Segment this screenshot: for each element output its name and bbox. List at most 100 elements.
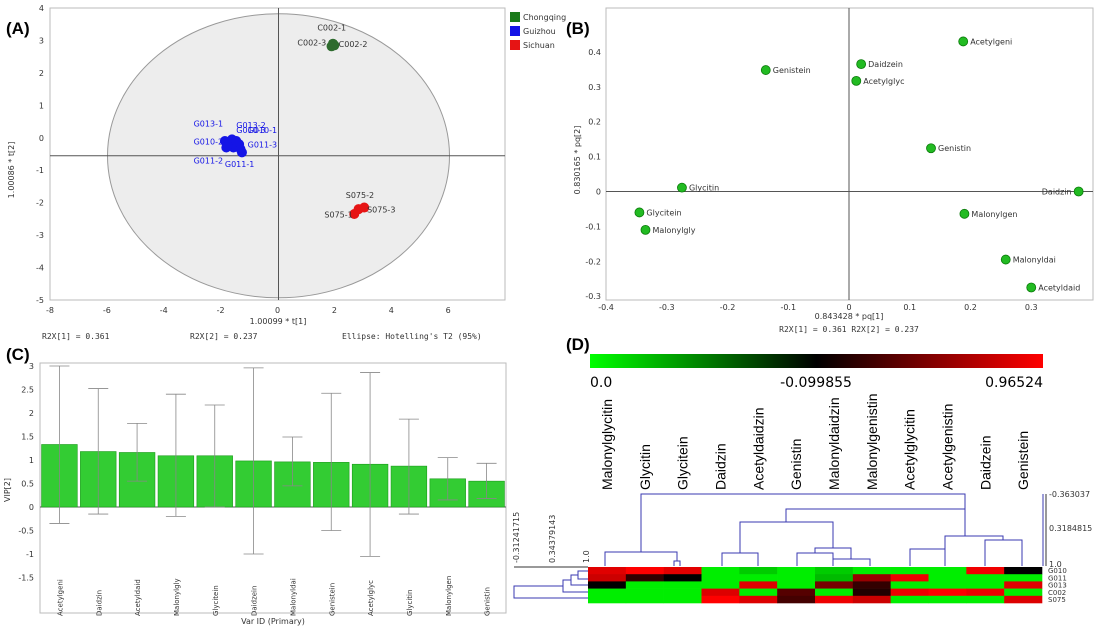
heatmap-cell	[663, 588, 702, 597]
x-tick-c: Glycitein	[212, 585, 220, 616]
y-tick-c: -1	[26, 550, 34, 559]
y-axis-title-a: 1.00086 * t[2]	[7, 142, 16, 199]
heatmap-cells	[588, 567, 1043, 604]
sample-label: G011-2	[194, 157, 223, 166]
x-tick-a: -2	[217, 306, 225, 315]
loading-label: Glycitin	[689, 184, 719, 193]
heatmap-cell	[852, 574, 891, 582]
score-point	[236, 147, 247, 158]
y-tick-b: 0.3	[588, 83, 601, 92]
heatmap-cell	[890, 567, 929, 575]
heatmap-cell	[966, 567, 1005, 575]
x-tick-a: 2	[332, 306, 337, 315]
loading-label: Malonylgly	[652, 226, 695, 235]
y-tick-b: 0.1	[588, 153, 601, 162]
loading-points: Acetylgeni Daidzein Genistein Acetylglyc Gen…	[634, 36, 1084, 292]
row-dendrogram	[513, 570, 588, 599]
color-scale-bar	[590, 354, 1043, 368]
sample-label: C002-1	[317, 24, 346, 33]
y-tick-b: -0.3	[585, 292, 601, 301]
heatmap-panel: (D) 0.0 -0.099855 0.96524 Malonylglyciti…	[512, 335, 1092, 604]
heatmap-cell	[1004, 588, 1043, 597]
score-points	[219, 38, 370, 220]
heatmap-cell	[928, 567, 967, 575]
heatmap-cell	[852, 588, 891, 597]
y-axis-title-b: 0.830165 * pq[2]	[573, 126, 582, 195]
row-dendro-tick-0: -0.31241715	[512, 512, 521, 563]
heatmap-cell	[663, 581, 702, 589]
y-tick-c: 1	[29, 456, 34, 465]
y-tick-labels-b: -0.3 -0.2 -0.1 0 0.1 0.2 0.3 0.4	[585, 48, 601, 301]
x-tick-c: Acetylglyc	[367, 580, 375, 616]
legend-swatch-sichuan	[510, 40, 520, 50]
heatmap-cell	[739, 588, 778, 597]
x-axis-title-b: 0.843428 * pq[1]	[815, 312, 884, 321]
score-point	[326, 41, 337, 52]
heatmap-cell	[815, 581, 854, 589]
legend-label-guizhou: Guizhou	[523, 27, 556, 36]
heatmap-cell	[777, 595, 816, 604]
loading-point	[1073, 186, 1084, 197]
heatmap-cell	[663, 574, 702, 582]
y-tick-a: -1	[36, 166, 44, 175]
x-axis-title-a: 1.00099 * t[1]	[250, 317, 307, 326]
x-tick-labels-c: Acetylgeni Daidzin Acetyldaid Malonylgly Gly…	[56, 576, 491, 616]
heatmap-cell	[852, 567, 891, 575]
heatmap-row-label: C002	[1048, 589, 1066, 597]
r2x-footer-b: R2X[1] = 0.361 R2X[2] = 0.237	[779, 325, 919, 334]
heatmap-cell	[701, 574, 740, 582]
sample-label: S075-1	[324, 210, 352, 219]
x-tick-c: Malonylgly	[173, 578, 181, 616]
loading-label: Genistin	[938, 144, 971, 153]
heatmap-cell	[928, 588, 967, 597]
sample-label: G013-2	[236, 121, 265, 130]
y-tick-a: 2	[39, 69, 44, 78]
legend-label-chongqing: Chongqing	[523, 13, 566, 22]
y-tick-a: -4	[36, 264, 44, 273]
y-tick-a: 4	[39, 4, 44, 13]
row-dendro-tick-2: 1.0	[582, 550, 591, 563]
heatmap-cell	[701, 581, 740, 589]
x-tick-c: Glycitin	[406, 590, 414, 616]
heatmap-column-label: Glycitein	[675, 436, 691, 490]
heatmap-cell	[777, 588, 816, 597]
y-tick-c: 2.5	[21, 386, 34, 395]
sample-label: S075-3	[367, 205, 395, 214]
column-dendrogram	[604, 493, 1044, 566]
heatmap-column-label: Glycitin	[637, 444, 653, 490]
x-tick-a: -8	[46, 306, 54, 315]
y-tick-c: 1.5	[21, 433, 34, 442]
loading-point	[677, 182, 687, 193]
loading-label: Daidzin	[1042, 188, 1072, 197]
heatmap-column-label: Acetylglycitin	[902, 409, 918, 490]
y-tick-c: 2	[29, 409, 34, 418]
loading-label: Daidzein	[868, 60, 903, 69]
panel-b-tag: (B)	[566, 19, 590, 38]
heatmap-cell	[701, 588, 740, 597]
sample-label: S075-2	[346, 191, 374, 200]
sample-label: G010-2	[194, 137, 223, 146]
col-dendro-tick-1: 0.3184815	[1049, 524, 1092, 533]
x-tick-b: 0.2	[964, 303, 977, 312]
scale-min-label: 0.0	[590, 375, 612, 391]
loading-point	[958, 36, 969, 47]
loading-point	[640, 224, 651, 235]
sample-label: G010-1	[248, 126, 277, 135]
y-axis-title-c: VIP[2]	[3, 478, 12, 502]
x-tick-b: -0.3	[659, 303, 675, 312]
y-tick-c: 3	[29, 362, 34, 371]
x-tick-b: 0.1	[903, 303, 916, 312]
panel-d-tag: (D)	[566, 335, 590, 354]
vip-bar-panel: (C) -1.5 -1 -0.5 0 0.5 1 1.5 2 2.5 3 Acetylgeni Da…	[3, 345, 507, 626]
legend-swatch-chongqing	[510, 12, 520, 22]
x-tick-b: -0.2	[720, 303, 736, 312]
heatmap-cell	[739, 595, 778, 604]
y-tick-a: 0	[39, 134, 44, 143]
x-tick-c: Daidzein	[251, 586, 259, 616]
loading-point	[926, 143, 936, 154]
r2x1-a: R2X[1] = 0.361	[42, 332, 110, 341]
heatmap-cell	[777, 581, 816, 589]
x-tick-labels-b: -0.4 -0.3 -0.2 -0.1 0 0.1 0.2 0.3	[598, 303, 1037, 312]
x-tick-c: Genistein	[328, 583, 336, 616]
